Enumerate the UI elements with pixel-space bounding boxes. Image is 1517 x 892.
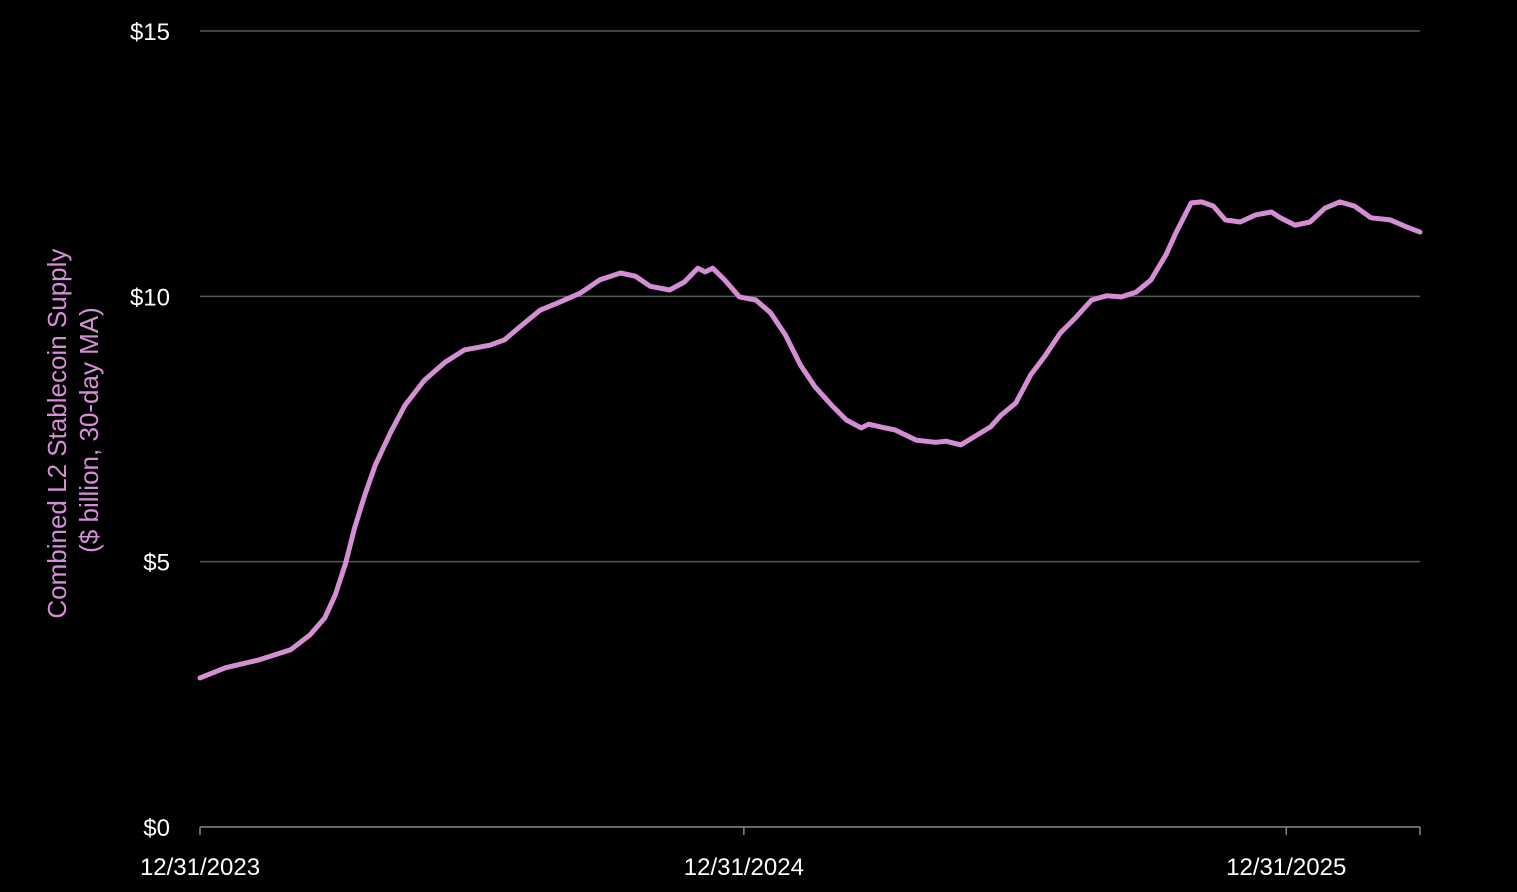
x-tick-label: 12/31/2024 [684, 854, 804, 881]
y-tick-label: $10 [130, 284, 170, 311]
x-tick-label: 12/31/2023 [140, 854, 260, 881]
y-axis-label: Combined L2 Stablecoin Supply ($ billion… [42, 241, 104, 618]
y-axis-ticks: $0 $5 $10 $15 [130, 19, 170, 842]
y-axis-label-line-1: Combined L2 Stablecoin Supply [42, 249, 72, 619]
y-tick-label: $0 [143, 815, 170, 842]
gridlines [200, 30, 1420, 563]
x-axis: 12/31/2023 12/31/2024 12/31/2025 [140, 826, 1421, 881]
y-axis-label-line-2: ($ billion, 30-day MA) [74, 307, 104, 553]
y-tick-label: $15 [130, 19, 170, 46]
series-layer [197, 199, 1423, 681]
y-tick-label: $5 [143, 550, 170, 577]
x-tick-label: 12/31/2025 [1226, 854, 1346, 881]
series-line [197, 199, 1423, 681]
